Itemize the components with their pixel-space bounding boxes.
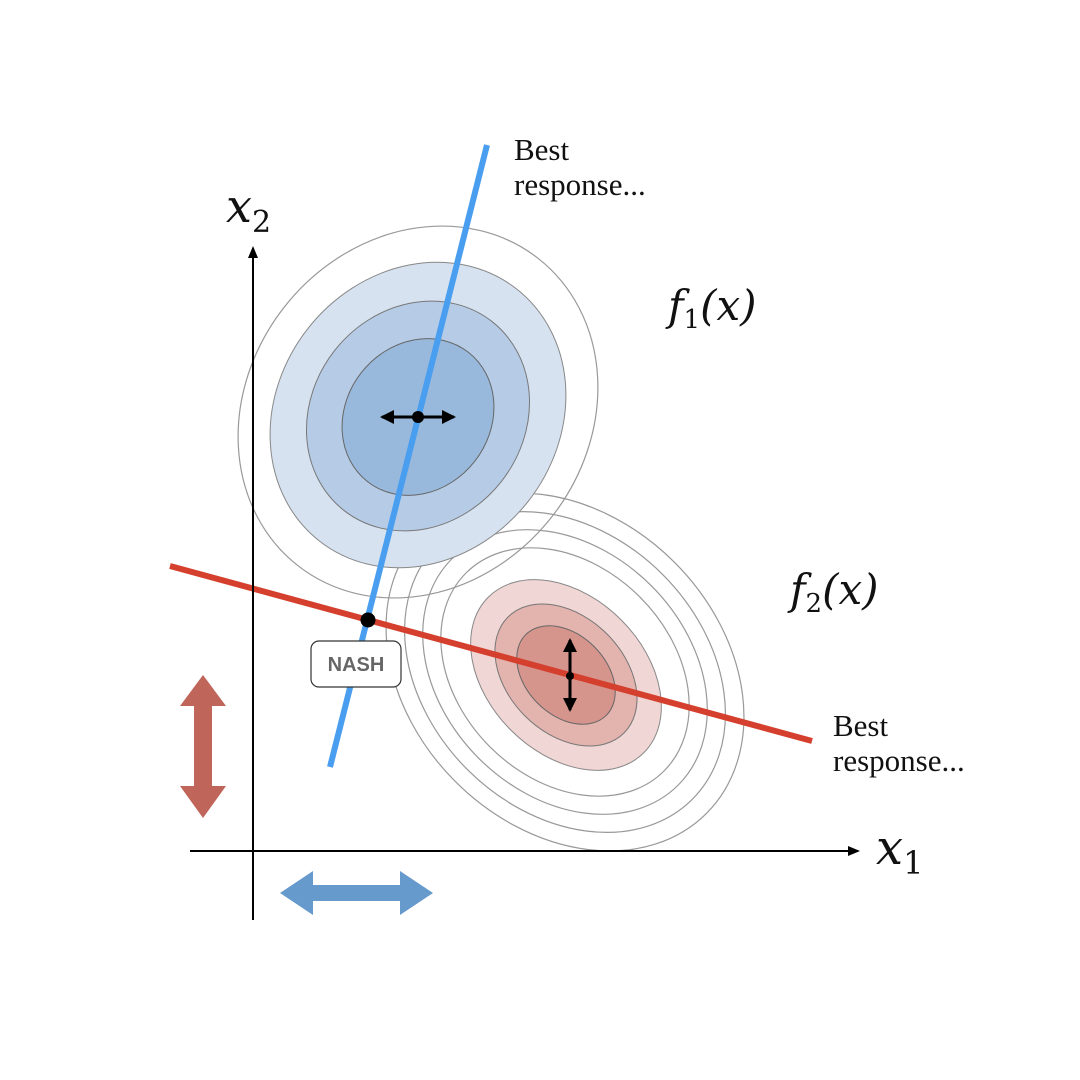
player2-direction-arrow <box>180 675 226 818</box>
nash-point <box>360 612 376 628</box>
svg-text:response...: response... <box>514 167 646 202</box>
best-response-line-player2 <box>169 563 813 744</box>
svg-text:response...: response... <box>833 743 965 778</box>
nash-label-box: NASH <box>310 640 402 688</box>
nash-label: NASH <box>328 654 385 676</box>
f2-minimum-marker <box>563 638 577 712</box>
best-response-label-1: Best response... <box>514 132 646 202</box>
svg-text:Best: Best <box>833 708 889 743</box>
f2-outer-contours <box>385 492 745 852</box>
best-response-label-2: Best response... <box>833 708 965 778</box>
player1-direction-arrow <box>280 871 433 915</box>
f2-label: f2(x) <box>787 565 879 619</box>
x2-axis-label: x2 <box>226 179 271 240</box>
svg-text:Best: Best <box>514 132 570 167</box>
x1-axis-label: x1 <box>876 820 923 882</box>
f1-minimum-marker <box>380 410 456 424</box>
f1-label: f1(x) <box>665 281 757 335</box>
